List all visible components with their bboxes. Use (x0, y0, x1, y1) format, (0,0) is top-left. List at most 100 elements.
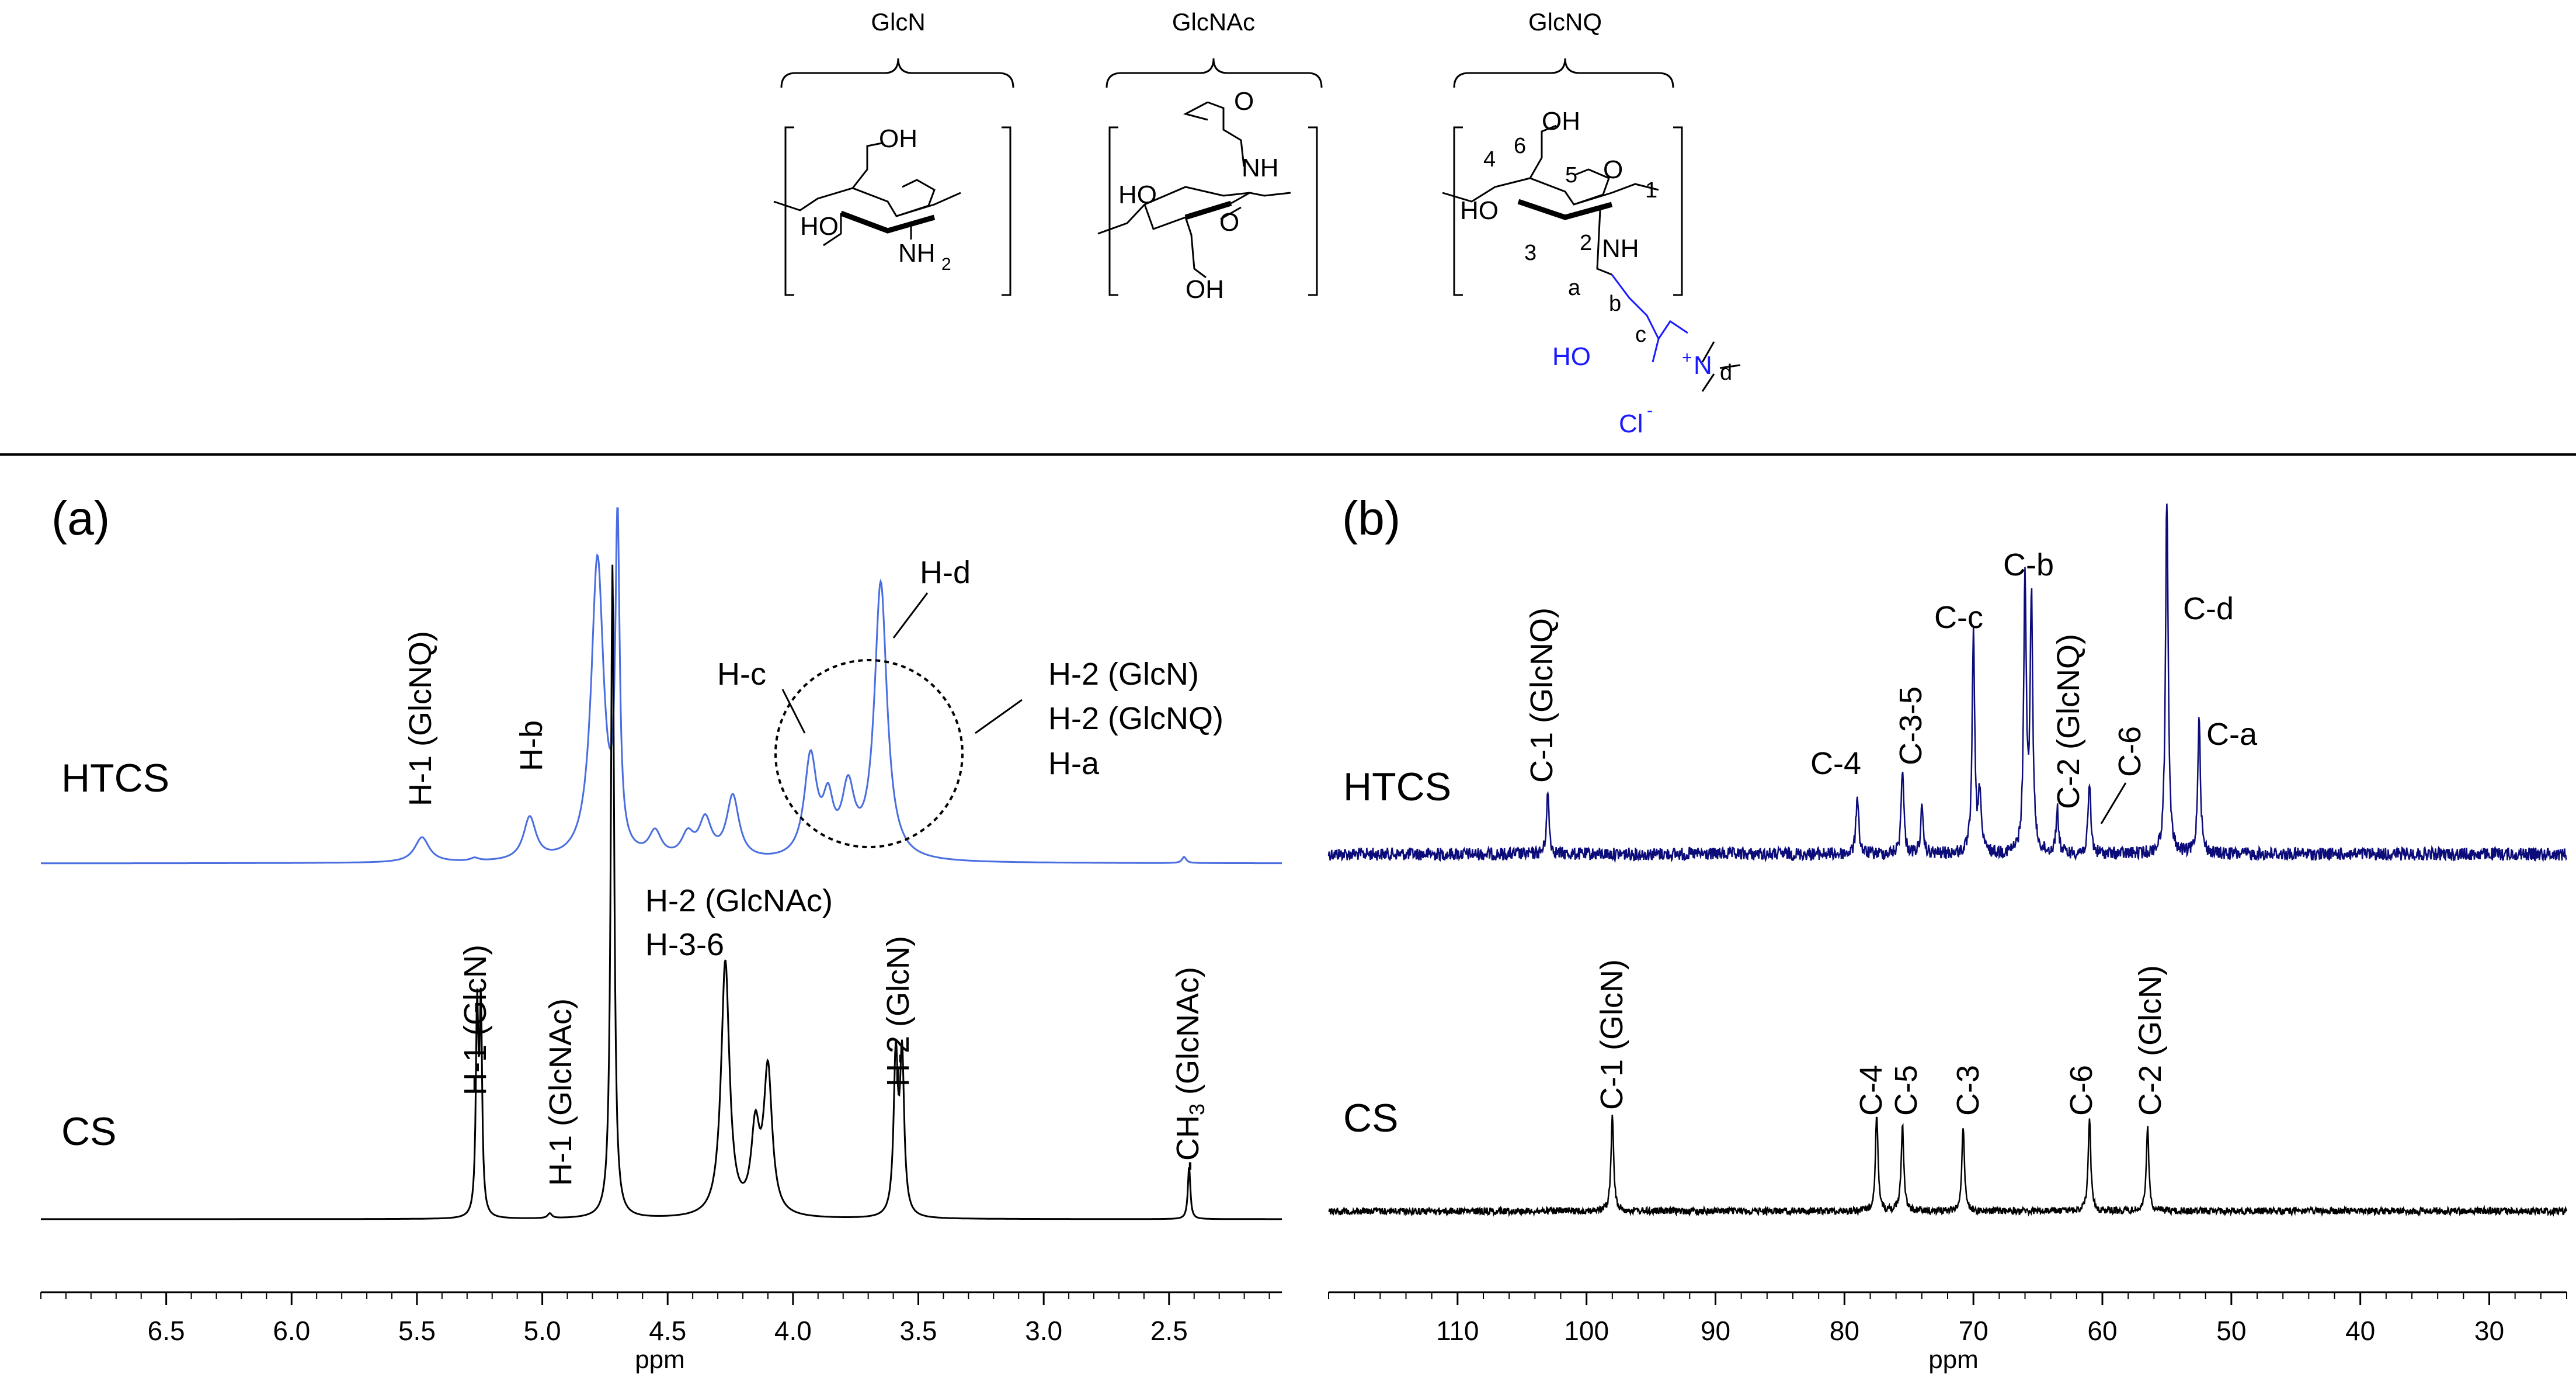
panel-a-series-cs (41, 564, 1282, 1220)
panel-b-series-label-htcs: HTCS (1343, 765, 1451, 809)
glcn-sub2: 2 (941, 255, 951, 274)
glcnq-n1: 1 (1645, 178, 1657, 203)
methyl-groups (1701, 341, 1741, 392)
panel-b-series-htcs (1327, 503, 2568, 863)
glcn-nh: NH (898, 239, 936, 268)
annot-circle-leader (975, 699, 1023, 734)
annot-cc: C-c (1934, 600, 1983, 635)
panel-a-series-label-htcs: HTCS (61, 756, 169, 800)
annot-hb: H-b (514, 720, 549, 771)
annot-ca: C-a (2206, 717, 2258, 752)
x-tick-label: 5.5 (398, 1316, 436, 1346)
annot-h2-glcn: H-2 (GlcN) (881, 936, 916, 1087)
structure-glcnq: GlcNQ OH 6 5 4 O (1442, 8, 1741, 438)
x-tick-label: 90 (1701, 1316, 1730, 1346)
glcnq-n2: 2 (1580, 231, 1592, 255)
annot-c6-leader (2100, 782, 2127, 824)
x-tick-label: 110 (1436, 1316, 1479, 1346)
annot-c1-glcn: C-1 (GlcN) (1594, 959, 1629, 1110)
x-tick-label: 50 (2216, 1316, 2246, 1346)
annot-c5-cs: C-5 (1889, 1065, 1924, 1116)
bracket-left-glcnac (1108, 126, 1118, 296)
brace-glcnq (1453, 58, 1674, 88)
x-tick-label: 6.5 (148, 1316, 185, 1346)
quat-chain (1611, 274, 1688, 363)
annot-ch3-glcnac: -CH3 (GlcNAc) (1170, 967, 1209, 1171)
structure-glcnac: GlcNAc O NH HO O OH (1097, 8, 1323, 304)
annot-h1-glcnq: H-1 (GlcNQ) (403, 631, 438, 806)
glcnq-oh: OH (1542, 107, 1580, 136)
glcnq-o: O (1603, 155, 1623, 184)
annot-c2-glcn: C-2 (GlcN) (2133, 965, 2168, 1116)
annot-hd: H-d (920, 555, 971, 590)
brace-glcnac (1106, 58, 1323, 88)
glcnq-n-plus: N (1694, 351, 1712, 380)
spectrum-line-htcs (1327, 503, 2568, 863)
glcnq-n6: 6 (1514, 134, 1526, 158)
annot-cb: C-b (2003, 547, 2054, 582)
glcn-ho: HO (800, 212, 839, 241)
panel-a-1h-nmr: (a) 6.5 6.0 5.5 5.0 4.5 4.0 3.5 3.0 2.5 ppm HTCS… (40, 492, 1282, 1374)
annot-dashed-circle (774, 659, 964, 848)
annot-ch3-suffix: (GlcNAc) (1170, 967, 1205, 1104)
x-tick-label: 80 (1830, 1316, 1859, 1346)
annot-h2-glcnq: H-2 (GlcNQ) (1048, 701, 1223, 736)
x-tick-label: 3.0 (1025, 1316, 1062, 1346)
ring-glcnq (1442, 124, 1659, 276)
spectrum-line-cs (1328, 1115, 2568, 1217)
bracket-right-glcnac (1308, 126, 1318, 296)
bracket-right-glcnq (1673, 126, 1683, 296)
panel-a-series-label-cs: CS (61, 1109, 116, 1154)
glcnq-cl: Cl (1619, 410, 1643, 438)
structure-label-glcnq: GlcNQ (1528, 8, 1602, 36)
annot-c1-glcnq: C-1 (GlcNQ) (1524, 608, 1559, 783)
annot-hd-leader (892, 592, 929, 639)
annot-c6: C-6 (2112, 726, 2147, 777)
annot-hc: H-c (717, 657, 766, 692)
x-tick-label: 4.0 (774, 1316, 812, 1346)
annot-hc-leader (781, 689, 806, 734)
annot-h1-glcnac: H-1 (GlcNAc) (543, 998, 578, 1186)
ring-glcnac (1097, 101, 1291, 279)
glcnac-o-top: O (1234, 87, 1254, 116)
panel-a-label: (a) (51, 492, 110, 545)
brace-glcn (780, 58, 1014, 88)
x-tick-label: 40 (2345, 1316, 2375, 1346)
glcnq-n4: 4 (1483, 147, 1496, 172)
glcnq-n5: 5 (1565, 163, 1577, 188)
glcn-oh: OH (879, 124, 917, 153)
x-tick-label: 60 (2087, 1316, 2117, 1346)
glcnac-ho: HO (1118, 181, 1157, 209)
annot-c2-glcnq: C-2 (GlcNQ) (2051, 634, 2086, 809)
glcnq-c: c (1635, 322, 1646, 347)
glcnac-nh: NH (1242, 154, 1279, 182)
annot-c3-cs: C-3 (1951, 1065, 1986, 1116)
glcnq-ho: HO (1460, 196, 1499, 225)
x-tick-label: 70 (1959, 1316, 1989, 1346)
x-tick-label: 4.5 (649, 1316, 686, 1346)
annot-h36: H-3-6 (645, 927, 724, 962)
annot-ha: H-a (1048, 746, 1100, 781)
panel-b-xlabel: ppm (1928, 1345, 1979, 1374)
glcnq-n3: 3 (1524, 241, 1536, 265)
panel-b-label: (b) (1342, 492, 1400, 545)
annot-cd: C-d (2183, 591, 2234, 626)
x-tick-label: 100 (1564, 1316, 1609, 1346)
glcnq-plus: + (1682, 348, 1692, 367)
panel-a-x-axis: 6.5 6.0 5.5 5.0 4.5 4.0 3.5 3.0 2.5 (40, 1291, 1282, 1346)
x-tick-label: 2.5 (1150, 1316, 1188, 1346)
panel-b-x-axis: 110 100 90 80 70 60 50 40 30 (1328, 1291, 2567, 1346)
annot-c4: C-4 (1810, 746, 1861, 781)
annot-c35: C-3-5 (1893, 686, 1928, 765)
glcnq-nh: NH (1602, 234, 1639, 263)
x-tick-label: 5.0 (524, 1316, 561, 1346)
bracket-right-glcn (1002, 126, 1011, 296)
structure-label-glcn: GlcN (871, 8, 925, 36)
glcnq-a: a (1568, 276, 1581, 300)
annot-h2-glcnac: H-2 (GlcNAc) (645, 883, 833, 918)
glcnac-o-ring: O (1219, 208, 1239, 237)
x-tick-label: 6.0 (273, 1316, 310, 1346)
chemical-structures: GlcN OH HO NH 2 GlcNAc (773, 8, 1741, 438)
annot-h1-glcn: H-1 (GlcN) (458, 945, 493, 1095)
